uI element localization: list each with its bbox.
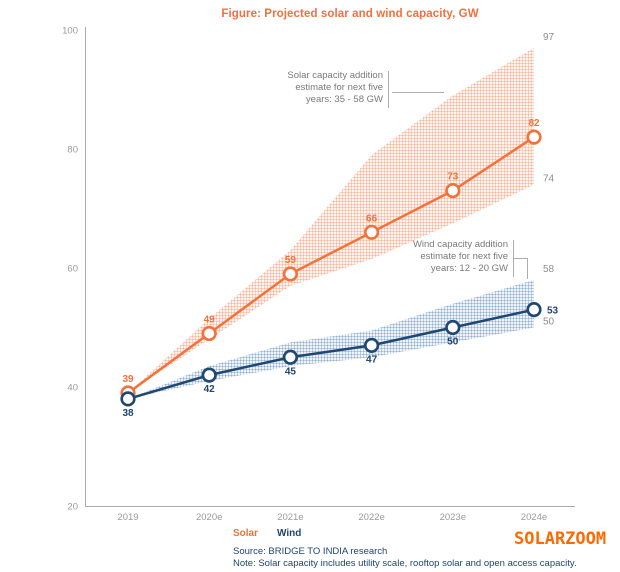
wind-point-label: 53: [547, 306, 559, 317]
watermark-solarzoom: SOLARZOOM: [514, 529, 607, 549]
series-points: [120, 129, 542, 407]
note-text: Note: Solar capacity includes utility sc…: [233, 558, 577, 569]
y-tick-label: 40: [67, 383, 78, 394]
wind-band-lower-label: 50: [543, 317, 555, 328]
wind-band-upper-label: 58: [543, 264, 555, 275]
solar-annotation: Solar capacity addition estimate for nex…: [287, 70, 383, 105]
y-tick-label: 60: [67, 264, 78, 275]
wind-annotation: Wind capacity addition estimate for next…: [412, 239, 508, 274]
y-tick-label: 80: [67, 145, 78, 156]
axis-labels: 20 40 60 80 100 2019 2020e 2021e 2022e 2023e 2024e: [62, 26, 547, 524]
axis-lines: [85, 27, 575, 507]
wind-point: [120, 391, 136, 407]
solar-point: [364, 224, 380, 240]
series-lines: [126, 135, 536, 401]
wind-point: [526, 302, 542, 318]
solar-line: [126, 135, 536, 395]
x-tick-label: 2021e: [277, 512, 303, 523]
y-tick-label: 100: [62, 26, 78, 37]
solar-point-label: 66: [366, 213, 378, 224]
wind-point: [282, 349, 299, 365]
wind-point-label: 42: [204, 384, 216, 395]
wind-point-label: 45: [285, 366, 297, 377]
solar-band-upper-label: 97: [543, 32, 555, 43]
x-tick-label: 2024e: [521, 512, 547, 523]
wind-annotation-bracket: [513, 240, 528, 279]
wind-point-label: 47: [366, 354, 378, 365]
solar-annotation-bracket: [388, 71, 444, 108]
x-tick-label: 2023e: [440, 512, 466, 523]
band-end-labels: 97 74 58 50: [543, 32, 555, 328]
confidence-bands: [128, 47, 534, 399]
solar-band: [128, 47, 534, 393]
solar-point: [526, 129, 542, 145]
solar-point-label: 82: [528, 118, 540, 129]
legend-item-wind: Wind: [277, 528, 302, 539]
wind-point-label: 38: [122, 408, 134, 419]
y-tick-label: 20: [67, 502, 78, 513]
wind-point-label: 50: [447, 337, 459, 348]
x-tick-label: 2020e: [196, 512, 222, 523]
solar-point-label: 59: [285, 255, 297, 266]
solar-point: [201, 325, 217, 342]
solar-point: [282, 266, 299, 282]
solar-point-label: 73: [447, 172, 459, 183]
solar-band-lower-label: 74: [543, 174, 555, 185]
wind-point: [201, 367, 217, 383]
chart-title: Figure: Projected solar and wind capacit…: [221, 8, 479, 20]
wind-point: [364, 337, 380, 353]
wind-point: [445, 319, 461, 336]
legend: Solar Wind: [233, 528, 301, 539]
x-tick-label: 2022e: [358, 512, 384, 523]
solar-point: [445, 183, 461, 199]
x-tick-label: 2019: [117, 512, 138, 523]
source-text: Source: BRIDGE TO INDIA research: [233, 546, 388, 557]
solar-point-label: 39: [122, 374, 134, 385]
wind-line: [126, 308, 536, 401]
legend-item-solar: Solar: [233, 528, 259, 539]
wind-band: [128, 279, 534, 399]
solar-point-label: 49: [204, 314, 216, 325]
